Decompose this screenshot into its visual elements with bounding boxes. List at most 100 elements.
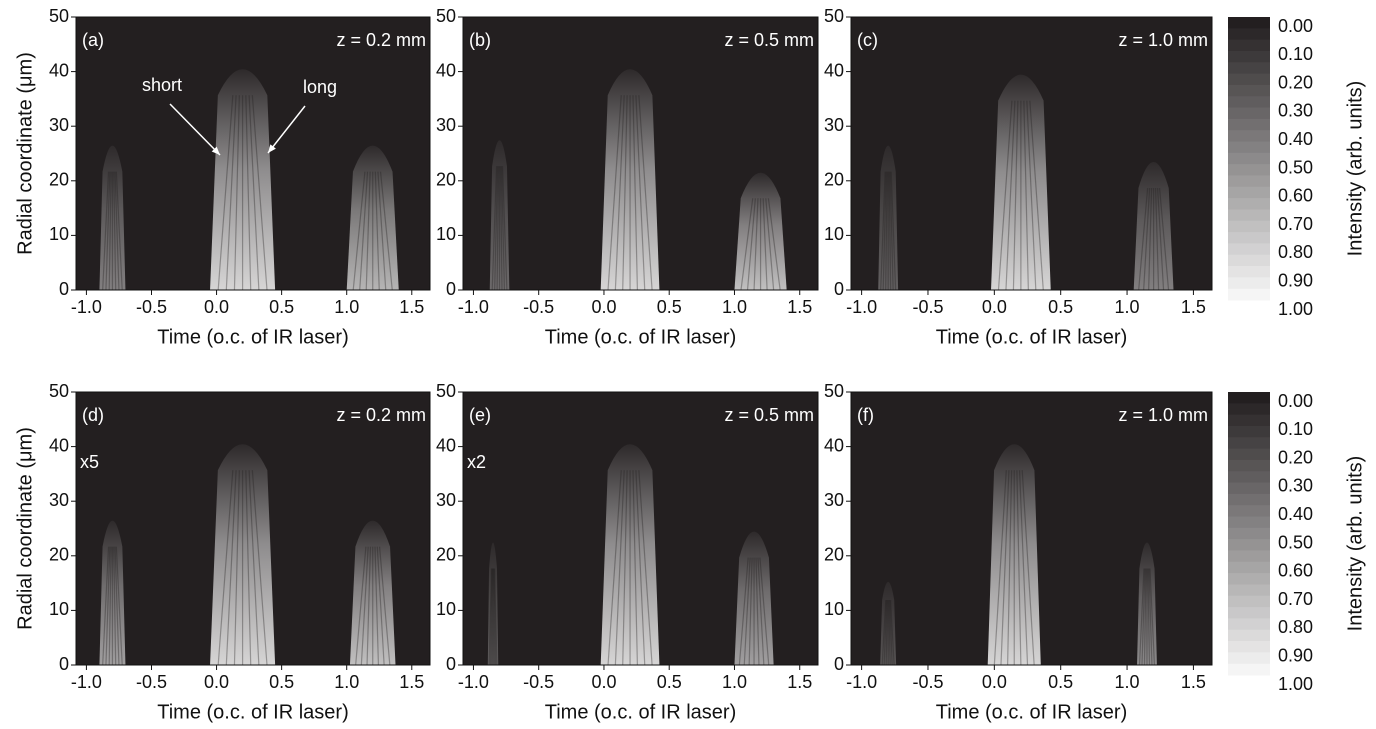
lobe	[210, 444, 276, 665]
colorbar-band	[1228, 550, 1270, 563]
fringe	[489, 568, 493, 666]
y-tick-label: 10	[824, 599, 844, 619]
x-tick-label: 1.5	[399, 672, 424, 692]
colorbar-tick-label: 0.50	[1278, 532, 1313, 552]
fringe	[233, 95, 240, 291]
fringe	[217, 95, 234, 291]
fringe	[114, 171, 120, 291]
lobe	[600, 69, 660, 290]
fringe	[251, 95, 268, 291]
note: x2	[467, 452, 486, 472]
colorbar-band	[1228, 28, 1270, 41]
note: long	[303, 77, 337, 97]
colorbar-band	[1228, 471, 1270, 484]
colorbar-band	[1228, 130, 1270, 143]
x-tick-label: 0.0	[591, 297, 616, 317]
colorbar-band	[1228, 152, 1270, 165]
colorbar-band	[1228, 254, 1270, 267]
colorbar-band	[1228, 595, 1270, 608]
x-tick-label: 0.5	[657, 297, 682, 317]
fringe	[607, 95, 622, 291]
fringe	[635, 470, 646, 666]
fringe	[753, 198, 759, 291]
x-tick-label: 1.0	[722, 297, 747, 317]
fringe	[108, 171, 112, 291]
x-tick-label: -0.5	[523, 672, 554, 692]
y-tick-label: 20	[824, 545, 844, 565]
fringe	[1023, 100, 1029, 291]
fringe	[1148, 188, 1153, 291]
plot-frame	[462, 391, 819, 666]
y-tick-label: 40	[49, 60, 69, 80]
y-tick-label: 10	[824, 224, 844, 244]
colorbar-band	[1228, 516, 1270, 529]
y-tick-label: 0	[59, 279, 69, 299]
fringe	[217, 470, 234, 666]
colorbar-tick-label: 0.10	[1278, 419, 1313, 439]
colorbar-band	[1228, 266, 1270, 278]
fringe	[738, 557, 749, 666]
fringe	[889, 171, 894, 291]
y-tick-label: 40	[49, 435, 69, 455]
colorbar-tick-label: 0.70	[1278, 214, 1313, 234]
fringe	[638, 470, 653, 666]
x-tick-label: -0.5	[523, 297, 554, 317]
fringe	[365, 171, 371, 291]
x-tick-label: 0.0	[982, 297, 1007, 317]
x-tick-label: -1.0	[71, 672, 102, 692]
fringe	[114, 546, 120, 666]
lobe	[600, 444, 660, 665]
fringe	[885, 600, 888, 666]
fringe	[632, 95, 639, 291]
fringe	[632, 470, 639, 666]
lobe	[346, 145, 399, 290]
x-tick-label: 1.0	[1115, 672, 1140, 692]
panel-label: (b)	[469, 30, 491, 50]
y-tick-label: 20	[436, 545, 456, 565]
y-tick-label: 0	[834, 654, 844, 674]
colorbar-band	[1228, 482, 1270, 495]
x-tick-label: 0.5	[1048, 297, 1073, 317]
plot-frame	[850, 16, 1213, 291]
panel-label: (e)	[469, 405, 491, 425]
colorbar-band	[1228, 573, 1270, 585]
annotation: z = 0.2 mm	[336, 30, 426, 50]
plot-frame	[462, 16, 819, 291]
colorbar-band	[1228, 84, 1270, 97]
fringe	[607, 470, 622, 666]
colorbar-band	[1228, 198, 1270, 210]
fringe	[225, 470, 237, 666]
lobe	[991, 74, 1051, 291]
x-tick-label: 1.5	[787, 297, 812, 317]
x-axis-label: Time (o.c. of IR laser)	[545, 701, 737, 723]
fringe	[492, 568, 495, 666]
fringe	[1143, 188, 1151, 291]
fringe	[765, 198, 775, 291]
fringe	[499, 166, 503, 291]
y-tick-label: 40	[824, 60, 844, 80]
x-tick-label: 1.0	[722, 672, 747, 692]
colorbar-tick-label: 0.00	[1278, 391, 1313, 411]
fringe	[102, 546, 110, 666]
plot-frame	[75, 391, 431, 666]
panel-label: (d)	[82, 405, 104, 425]
annotation: z = 1.0 mm	[1118, 30, 1208, 50]
y-tick-label: 0	[59, 654, 69, 674]
x-tick-label: -1.0	[846, 297, 877, 317]
fringe	[494, 166, 499, 291]
lobe	[99, 145, 126, 290]
fringe	[225, 95, 237, 291]
colorbar-band	[1228, 448, 1270, 461]
colorbar-band	[1228, 527, 1270, 540]
fringe	[1143, 568, 1147, 666]
colorbar-band	[1228, 164, 1270, 176]
fringe	[882, 171, 887, 291]
x-tick-label: -1.0	[458, 297, 489, 317]
x-tick-label: 0.5	[269, 297, 294, 317]
lobe	[99, 520, 126, 665]
y-tick-label: 20	[49, 170, 69, 190]
x-tick-label: 1.5	[1181, 672, 1206, 692]
fringe	[251, 470, 268, 666]
fringe	[102, 171, 110, 291]
y-tick-label: 40	[436, 60, 456, 80]
